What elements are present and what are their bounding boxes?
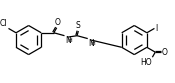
- Text: HO: HO: [140, 58, 152, 67]
- Text: O: O: [162, 48, 168, 57]
- Text: Cl: Cl: [0, 19, 8, 28]
- Text: N: N: [65, 36, 71, 45]
- Text: O: O: [54, 18, 60, 27]
- Text: H: H: [91, 41, 96, 46]
- Text: S: S: [76, 21, 81, 30]
- Text: I: I: [155, 24, 158, 33]
- Text: N: N: [88, 39, 94, 48]
- Text: H: H: [68, 38, 72, 43]
